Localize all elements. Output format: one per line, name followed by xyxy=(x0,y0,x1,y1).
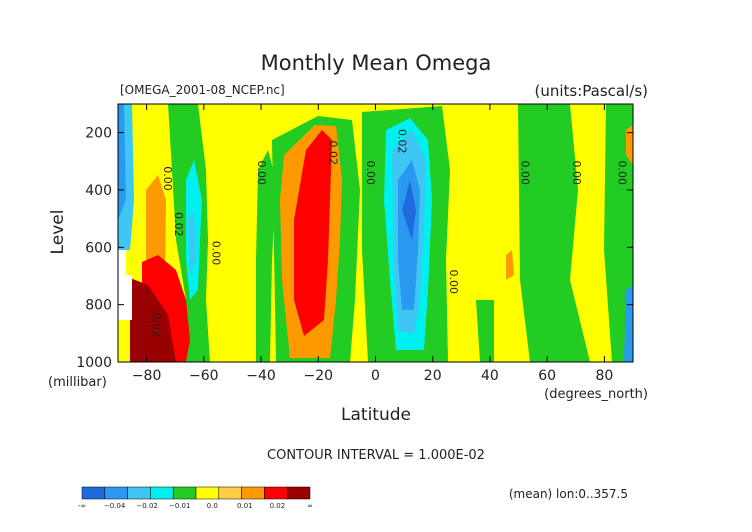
contour-label: 0.00 xyxy=(255,161,268,186)
contour-label: 0.00 xyxy=(447,269,460,294)
blue-core xyxy=(398,160,420,310)
colorbar-swatch xyxy=(241,486,265,500)
contour-label: 0.00 xyxy=(570,161,583,186)
y-tick-label: 200 xyxy=(85,126,112,142)
colorbar: -∞ −0.04 −0.02 −0.01 0.0 0.01 0.02 ∞ xyxy=(78,486,313,510)
contour-field xyxy=(118,104,633,362)
contour-label: 0.02 xyxy=(172,212,185,237)
contour-label: 0.00 xyxy=(616,161,629,186)
colorbar-swatch xyxy=(81,486,106,500)
colorbar-swatch xyxy=(127,486,151,500)
units-label: (units:Pascal/s) xyxy=(535,82,649,100)
mean-note: (mean) lon:0..357.5 xyxy=(509,487,628,501)
x-axis-label: Latitude xyxy=(341,405,411,425)
contour-interval-label: CONTOUR INTERVAL = 1.000E-02 xyxy=(267,448,485,463)
colorbar-label: 0.0 xyxy=(207,502,218,510)
contour-label: 0.00 xyxy=(161,166,174,191)
colorbar-swatch xyxy=(172,486,197,500)
contour-label: 0.00 xyxy=(209,241,222,265)
y-tick-label: 800 xyxy=(85,298,112,314)
contour-label: 0.02 xyxy=(327,140,340,165)
y-axis-label: Level xyxy=(48,210,68,255)
x-tick-label: 0 xyxy=(371,368,380,384)
y-tick-label: 1000 xyxy=(76,355,112,371)
colorbar-label: 0.01 xyxy=(237,502,253,510)
missing-data xyxy=(118,250,132,320)
orange-spot xyxy=(626,125,633,165)
x-tick-label: 80 xyxy=(595,368,613,384)
green-band xyxy=(476,300,494,362)
contour-label: 0.00 xyxy=(364,161,377,186)
colorbar-swatch xyxy=(218,486,242,500)
colorbar-swatch xyxy=(150,486,174,500)
orange-spot xyxy=(506,250,514,280)
cyan-core xyxy=(188,210,196,275)
x-tick-label: −20 xyxy=(304,368,334,384)
x-tick-label: 20 xyxy=(424,368,442,384)
colorbar-label: −0.04 xyxy=(104,502,126,510)
green-band-north xyxy=(518,104,590,362)
y-axis-units: (millibar) xyxy=(48,375,107,390)
y-tick-label: 400 xyxy=(85,183,112,199)
colorbar-label: −0.02 xyxy=(136,502,157,510)
x-tick-label: −40 xyxy=(246,368,276,384)
colorbar-label: −0.01 xyxy=(169,502,190,510)
x-axis-units: (degrees_north) xyxy=(544,387,648,402)
colorbar-label: -∞ xyxy=(78,502,86,510)
y-axis: 200 400 600 800 1000 xyxy=(76,126,633,371)
file-label: [OMEGA_2001-08_NCEP.nc] xyxy=(120,83,285,97)
contour-label: 0.02 xyxy=(395,129,408,154)
contour-labels: 0.00 0.02 0.00 0.00 0.02 0.00 0.02 0.00 0.00 0.00… xyxy=(149,129,628,337)
deep-blue-core xyxy=(402,180,416,240)
chart-title: Monthly Mean Omega xyxy=(261,51,492,75)
x-tick-label: 60 xyxy=(538,368,556,384)
x-tick-label: 40 xyxy=(481,368,499,384)
colorbar-swatch xyxy=(286,486,311,500)
green-band xyxy=(256,150,276,362)
x-tick-label: −80 xyxy=(132,368,162,384)
red-region xyxy=(294,130,332,336)
colorbar-swatch xyxy=(104,486,128,500)
x-tick-label: −60 xyxy=(189,368,219,384)
green-band-pole xyxy=(604,104,633,362)
colorbar-label: ∞ xyxy=(307,502,313,510)
contour-label: 0.00 xyxy=(518,161,531,186)
colorbar-label: 0.02 xyxy=(270,502,286,510)
colorbar-swatch xyxy=(264,486,288,500)
y-tick-label: 600 xyxy=(85,240,112,256)
contour-label: 0.02 xyxy=(149,312,162,337)
colorbar-swatch xyxy=(195,486,220,500)
x-axis: −80 −60 −40 −20 0 20 40 60 80 xyxy=(132,104,613,384)
dark-red-region xyxy=(130,278,176,362)
